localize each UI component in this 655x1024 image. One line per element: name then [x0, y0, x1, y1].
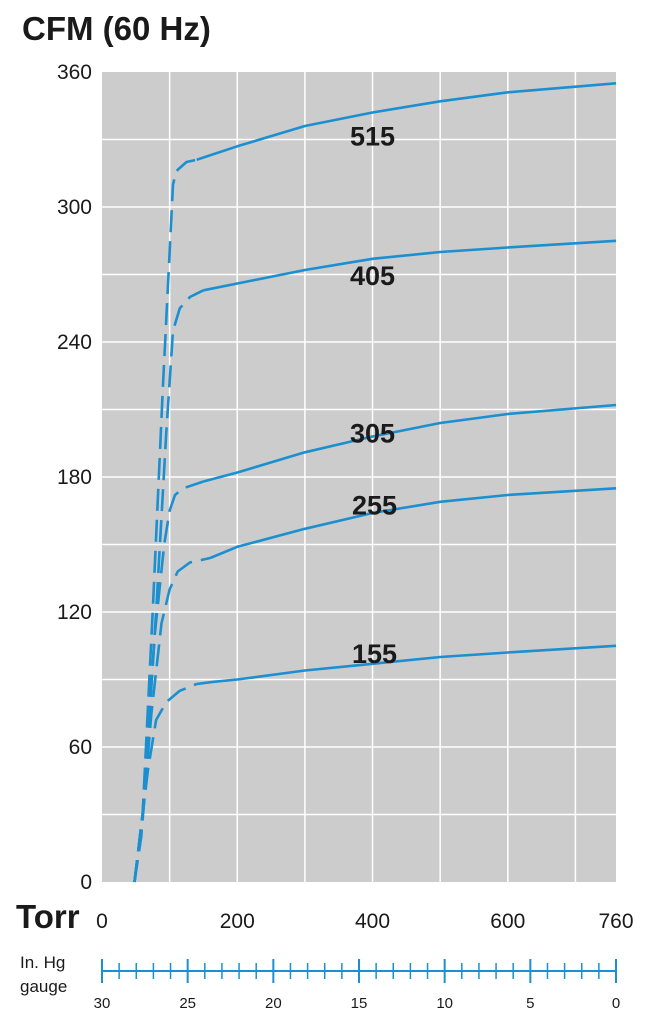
x-tick-label: 400 — [355, 910, 390, 933]
chart-title: CFM (60 Hz) — [22, 10, 211, 47]
grid — [102, 72, 616, 882]
gauge-tick-label: 10 — [436, 995, 453, 1012]
series-labels: 515 405 305 255 155 — [350, 122, 397, 670]
series-label-515: 515 — [350, 122, 395, 152]
series-line-dashed-155 — [133, 682, 198, 883]
gauge-label-line1: In. Hg — [20, 953, 65, 972]
y-tick-label: 120 — [57, 601, 92, 624]
series-line-515 — [196, 82, 617, 162]
x-tick-label: 0 — [96, 910, 108, 933]
gauge-tick-label: 20 — [265, 995, 282, 1012]
series-label-155: 155 — [352, 639, 397, 669]
x-axis-label: Torr — [16, 898, 80, 935]
y-tick-label: 60 — [69, 736, 92, 759]
x-tick-label: 760 — [598, 910, 633, 933]
gauge-tick-label: 15 — [351, 995, 368, 1012]
series-group — [133, 82, 617, 883]
series-line-155 — [196, 644, 617, 686]
gauge-tick-label: 0 — [612, 995, 620, 1012]
series-line-255 — [209, 487, 617, 560]
y-tick-label: 300 — [57, 196, 92, 219]
x-tick-labels: 0 200 400 600 760 — [96, 910, 633, 933]
y-tick-label: 180 — [57, 466, 92, 489]
gauge-label-line2: gauge — [20, 977, 67, 996]
gauge-tick-label: 25 — [179, 995, 196, 1012]
series-label-255: 255 — [352, 491, 397, 521]
gauge-tick-label: 30 — [94, 995, 111, 1012]
y-tick-label: 0 — [80, 871, 92, 894]
y-tick-label: 240 — [57, 331, 92, 354]
y-tick-labels: 0 60 120 180 240 300 360 — [57, 61, 92, 894]
series-label-405: 405 — [350, 261, 395, 291]
series-line-405 — [203, 239, 617, 292]
x-tick-label: 600 — [490, 910, 525, 933]
y-tick-label: 360 — [57, 61, 92, 84]
x-tick-label: 200 — [220, 910, 255, 933]
series-label-305: 305 — [350, 419, 395, 449]
gauge-tick-label: 5 — [526, 995, 534, 1012]
gauge-scale: 30 25 20 15 10 5 0 — [94, 959, 620, 1012]
series-line-305 — [203, 403, 617, 483]
